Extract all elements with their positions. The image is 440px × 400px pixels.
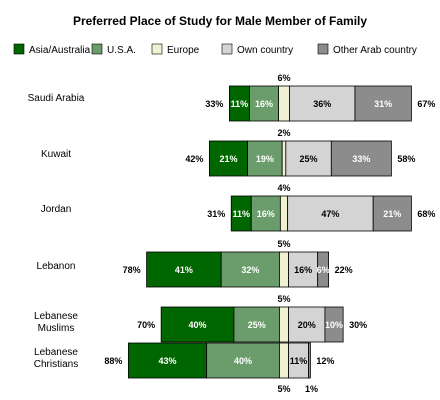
bar-segment bbox=[317, 251, 329, 288]
legend-swatch-1 bbox=[91, 43, 103, 55]
bar-segment bbox=[288, 251, 319, 288]
legend-swatch-0 bbox=[13, 43, 25, 55]
left-total-label: 78% bbox=[123, 265, 141, 275]
segment-label: 40% bbox=[234, 356, 252, 366]
legend-label-1: U.S.A. bbox=[107, 45, 136, 56]
left-total-label: 70% bbox=[137, 320, 155, 330]
category-label: Lebanese bbox=[34, 347, 78, 358]
segment-label: 5% bbox=[277, 239, 290, 249]
bar-segment bbox=[278, 85, 290, 122]
category-label: Lebanon bbox=[37, 261, 76, 272]
bar-segment bbox=[308, 342, 311, 379]
bar-segment bbox=[285, 140, 332, 177]
legend-swatch-3 bbox=[221, 43, 233, 55]
bar-segment bbox=[247, 140, 283, 177]
bar-segment bbox=[146, 251, 222, 288]
legend-label-3: Own country bbox=[237, 45, 293, 56]
bar-segment bbox=[160, 306, 235, 343]
category-label: Christians bbox=[34, 359, 78, 370]
segment-label: 32% bbox=[241, 265, 259, 275]
bar-segment bbox=[330, 140, 392, 177]
bar-segment bbox=[288, 306, 326, 343]
bar-segment bbox=[289, 85, 356, 122]
bar-segment bbox=[354, 85, 412, 122]
segment-label: 25% bbox=[300, 154, 318, 164]
legend-label-0: Asia/Australia bbox=[29, 45, 91, 56]
segment-label: 33% bbox=[352, 154, 370, 164]
bar-segment bbox=[372, 195, 412, 232]
category-label: Kuwait bbox=[41, 149, 71, 160]
segment-label: 6% bbox=[277, 73, 290, 83]
bar-segment bbox=[279, 195, 289, 232]
left-total-label: 88% bbox=[104, 356, 122, 366]
bar-segment bbox=[281, 140, 287, 177]
left-total-label: 42% bbox=[185, 154, 203, 164]
left-total-label: 31% bbox=[207, 209, 225, 219]
bars: Saudi Arabia 11% 16% 6% 36% 31% 33% 67% Kuwait 21… bbox=[28, 73, 436, 394]
legend-swatch-4 bbox=[317, 43, 329, 55]
segment-label: 11% bbox=[290, 356, 308, 366]
bar-segment bbox=[233, 306, 280, 343]
category-label: Muslims bbox=[38, 323, 75, 334]
segment-label: 36% bbox=[313, 99, 331, 109]
segment-label: 40% bbox=[189, 320, 207, 330]
right-total-label: 68% bbox=[417, 209, 435, 219]
category-label: Saudi Arabia bbox=[28, 93, 85, 104]
bar-segment bbox=[279, 306, 289, 343]
bar-segment bbox=[279, 342, 289, 379]
segment-label: 41% bbox=[175, 265, 193, 275]
segment-label: 10% bbox=[325, 320, 343, 330]
segment-label: 16% bbox=[257, 209, 275, 219]
bar-segment bbox=[279, 251, 289, 288]
segment-label: 11% bbox=[231, 99, 249, 109]
segment-label: 25% bbox=[248, 320, 266, 330]
bar-segment bbox=[208, 140, 249, 177]
segment-label: 43% bbox=[159, 356, 177, 366]
segment-label: 21% bbox=[219, 154, 237, 164]
right-total-label: 58% bbox=[397, 154, 415, 164]
bar-segment bbox=[287, 195, 374, 232]
segment-label: 5% bbox=[277, 294, 290, 304]
left-total-label: 33% bbox=[205, 99, 223, 109]
right-total-label: 30% bbox=[349, 320, 367, 330]
segment-label: 1% bbox=[305, 384, 318, 394]
legend: Asia/Australia U.S.A. Europe Own country Oth… bbox=[13, 43, 417, 56]
bar-segment bbox=[249, 85, 279, 122]
segment-label: 4% bbox=[277, 183, 290, 193]
category-label: Lebanese bbox=[34, 311, 78, 322]
segment-label: 11% bbox=[232, 209, 250, 219]
legend-label-2: Europe bbox=[167, 45, 200, 56]
bar-segment bbox=[250, 195, 281, 232]
chart-title: Preferred Place of Study for Male Member… bbox=[73, 14, 367, 28]
category-label: Jordan bbox=[41, 204, 72, 215]
right-total-label: 22% bbox=[335, 265, 353, 275]
segment-label: 21% bbox=[383, 209, 401, 219]
right-total-label: 67% bbox=[417, 99, 435, 109]
segment-label: 6% bbox=[317, 265, 330, 275]
bar-segment bbox=[220, 251, 280, 288]
segment-label: 16% bbox=[255, 99, 273, 109]
bar-segment bbox=[324, 306, 344, 343]
right-total-label: 12% bbox=[316, 356, 334, 366]
segment-label: 47% bbox=[321, 209, 339, 219]
segment-label: 19% bbox=[256, 154, 274, 164]
legend-label-4: Other Arab country bbox=[333, 45, 417, 56]
segment-label: 16% bbox=[294, 265, 312, 275]
bar-segment bbox=[206, 342, 280, 379]
segment-label: 31% bbox=[374, 99, 392, 109]
segment-label: 20% bbox=[298, 320, 316, 330]
segment-label: 2% bbox=[277, 128, 290, 138]
legend-swatch-2 bbox=[151, 43, 163, 55]
segment-label: 5% bbox=[277, 384, 290, 394]
